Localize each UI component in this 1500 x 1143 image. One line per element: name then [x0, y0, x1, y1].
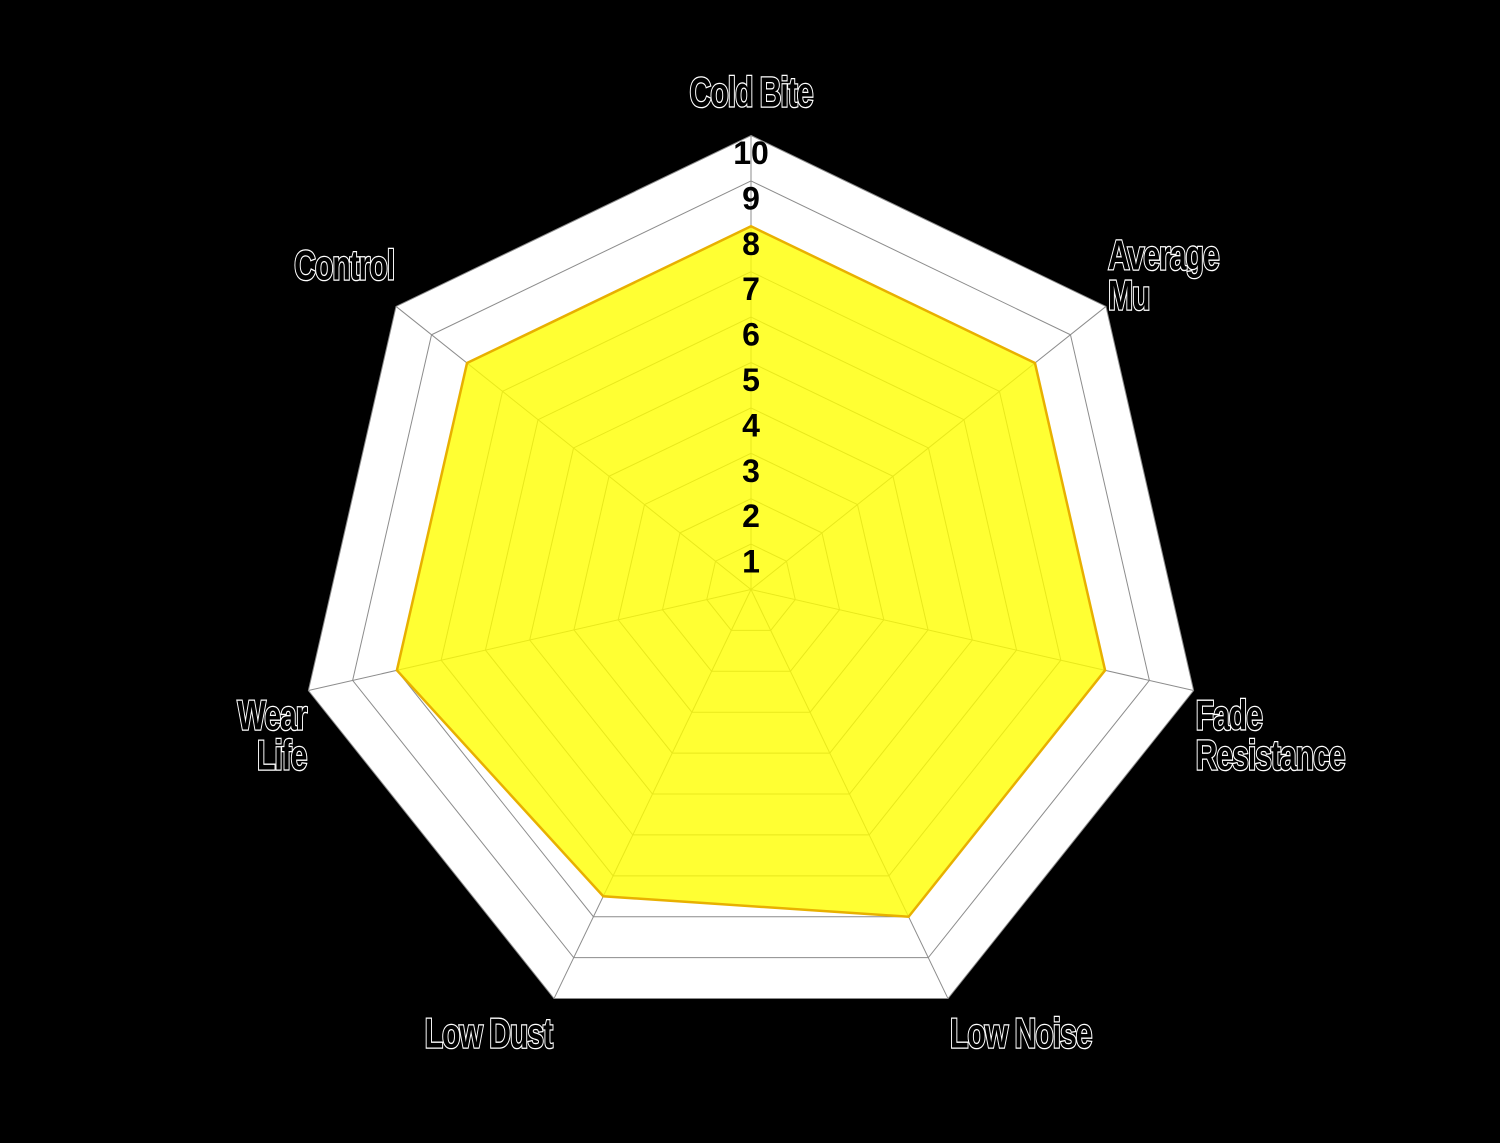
svg-text:Low Dust: Low Dust [425, 1010, 553, 1057]
svg-text:6: 6 [742, 317, 760, 353]
svg-text:1: 1 [742, 544, 760, 580]
svg-text:7: 7 [742, 271, 760, 307]
svg-text:Low Noise: Low Noise [950, 1010, 1092, 1057]
svg-text:Life: Life [257, 732, 307, 779]
svg-text:10: 10 [733, 135, 769, 171]
svg-text:2: 2 [742, 498, 760, 534]
svg-text:8: 8 [742, 226, 760, 262]
svg-text:Resistance: Resistance [1196, 732, 1346, 779]
svg-text:3: 3 [742, 453, 760, 489]
svg-text:5: 5 [742, 362, 760, 398]
svg-text:Control: Control [294, 242, 394, 289]
svg-text:4: 4 [742, 407, 760, 443]
svg-text:9: 9 [742, 180, 760, 216]
svg-text:Mu: Mu [1108, 272, 1149, 319]
svg-text:Cold Bite: Cold Bite [690, 69, 814, 116]
